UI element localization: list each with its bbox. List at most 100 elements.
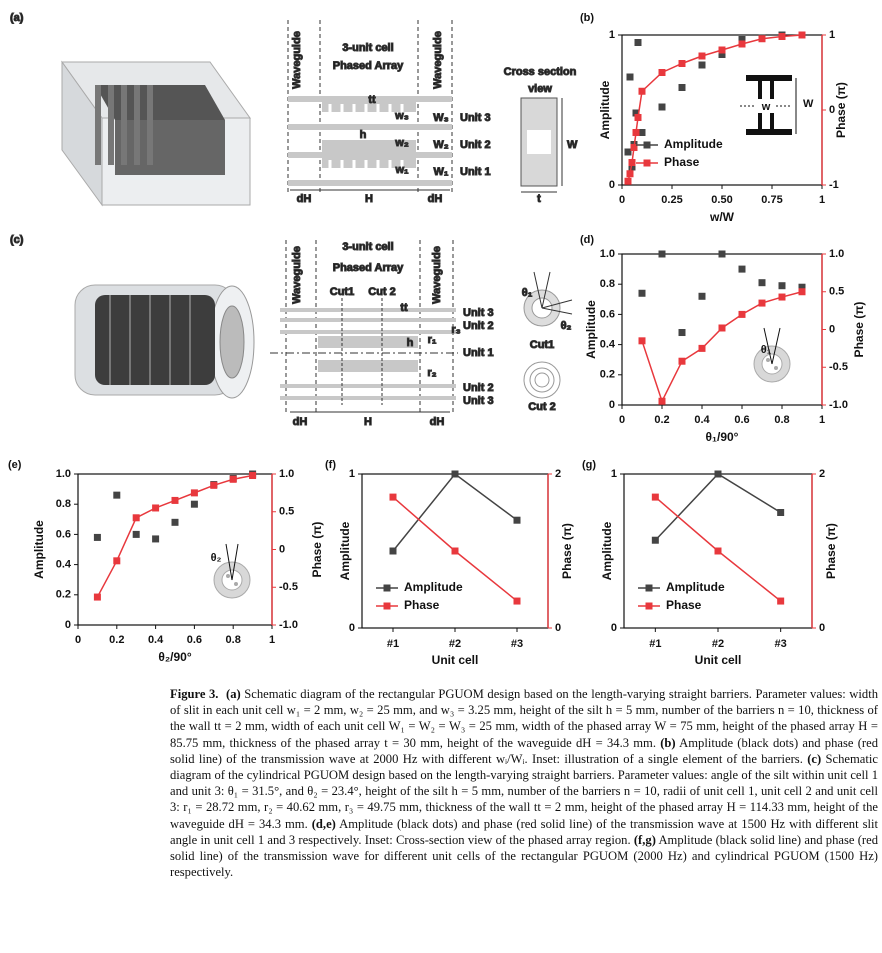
marker <box>249 472 257 480</box>
label: H <box>365 193 373 205</box>
label: Phased Array <box>333 60 404 72</box>
marker <box>798 283 806 291</box>
marker <box>778 293 786 301</box>
marker <box>777 597 785 605</box>
y2-tick-label: 2 <box>819 468 825 480</box>
inset-label: W <box>803 98 814 110</box>
x-tick-label: #2 <box>449 638 461 650</box>
marker <box>698 61 706 69</box>
inset-b: w W <box>740 70 814 140</box>
marker <box>628 163 636 171</box>
marker <box>714 470 722 478</box>
caption-text: Amplitude (black dots) and phase (red so… <box>170 735 878 766</box>
marker <box>778 33 786 40</box>
marker <box>777 509 785 516</box>
y2-tick-label: -1 <box>829 179 839 191</box>
y-axis-label: Amplitude <box>584 300 598 359</box>
marker <box>651 536 659 544</box>
inset-label: θ₂ <box>211 552 222 564</box>
label: Unit 2 <box>460 139 491 151</box>
label: view <box>528 83 552 95</box>
label: r₁ <box>428 334 437 346</box>
marker <box>718 250 726 258</box>
y2-tick-label: -0.5 <box>279 581 298 593</box>
y-tick-label: 0 <box>611 622 617 634</box>
inset-label: w <box>761 101 771 113</box>
panel-label: (c) <box>10 234 24 246</box>
legend-marker <box>643 141 651 149</box>
legend-label: Amplitude <box>664 137 723 151</box>
marker <box>698 292 706 300</box>
marker <box>698 52 706 60</box>
x-tick-label: 0 <box>619 414 625 426</box>
x-tick-label: 0.4 <box>694 414 710 426</box>
marker <box>190 489 198 497</box>
marker <box>626 73 634 81</box>
label: Waveguide <box>432 31 444 89</box>
x-tick-label: 0.8 <box>774 414 789 426</box>
marker <box>678 329 686 337</box>
label: h <box>360 129 367 141</box>
legend-marker <box>645 584 653 592</box>
marker <box>190 500 198 508</box>
x-tick-label: 0.2 <box>109 634 124 646</box>
marker <box>758 279 766 287</box>
x-tick-label: 0 <box>75 634 81 646</box>
y2-tick-label: 1.0 <box>279 468 294 480</box>
label: r₂ <box>427 367 436 379</box>
legend-marker <box>643 159 651 167</box>
legend-label: Amplitude <box>404 580 463 594</box>
caption-bold: (a) <box>226 687 241 701</box>
marker <box>389 493 397 501</box>
y2-axis-label: Phase (π) <box>824 523 838 579</box>
legend-marker <box>383 602 391 610</box>
marker <box>624 177 632 185</box>
y2-axis-label: Phase (π) <box>852 302 866 358</box>
marker <box>738 40 746 48</box>
label: tt <box>400 302 408 314</box>
label: W <box>567 139 578 151</box>
marker <box>718 324 726 332</box>
marker <box>132 514 140 522</box>
render-rect <box>61 60 251 207</box>
marker <box>718 46 726 54</box>
y2-tick-label: 0 <box>829 323 835 335</box>
label: Unit 1 <box>460 166 491 178</box>
label: t <box>537 193 541 205</box>
inset-d: θ₁ <box>753 327 791 383</box>
marker <box>778 282 786 290</box>
series-line <box>641 291 803 404</box>
marker <box>638 129 646 136</box>
label: Cut1 <box>530 339 554 351</box>
legend-label: Phase <box>664 155 700 169</box>
label: Cross section <box>504 66 577 78</box>
marker <box>93 593 101 601</box>
y-tick-label: 0.2 <box>56 589 71 601</box>
marker <box>632 129 640 136</box>
x-tick-label: 0.2 <box>654 414 669 426</box>
marker <box>389 547 397 555</box>
label: w₂ <box>394 137 409 149</box>
y-tick-label: 0 <box>349 622 355 634</box>
plot-frame <box>77 473 273 626</box>
label: r₃ <box>451 324 460 336</box>
marker <box>513 597 521 605</box>
y2-tick-label: 2 <box>555 468 561 480</box>
label: 3-unit cell <box>342 42 393 54</box>
y2-axis-label: Phase (π) <box>560 523 574 579</box>
x-tick-label: #2 <box>712 638 724 650</box>
marker <box>152 504 160 512</box>
marker <box>738 265 746 273</box>
marker <box>798 288 806 296</box>
legend-label: Phase <box>404 598 440 612</box>
marker <box>714 547 722 555</box>
caption-text: Amplitude (black solid line) and phase (… <box>170 832 878 880</box>
figure: (a) Waveguide 3-unit cell Phased Array W… <box>8 11 866 667</box>
legend-marker <box>383 584 391 592</box>
label: 3-unit cell <box>342 241 393 253</box>
label: Unit 1 <box>463 347 494 359</box>
x-tick-label: 1 <box>269 634 275 646</box>
marker <box>451 547 459 555</box>
label: Unit 2 <box>463 382 494 394</box>
